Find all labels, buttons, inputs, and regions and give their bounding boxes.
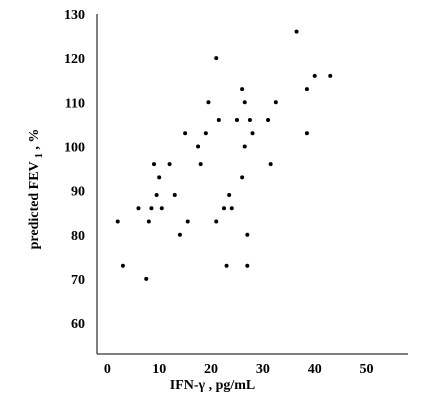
x-tick-label: 20 — [204, 362, 218, 377]
data-point — [115, 219, 120, 224]
data-point — [312, 73, 317, 78]
data-point — [234, 117, 239, 122]
data-point — [221, 206, 226, 211]
data-point — [245, 263, 250, 268]
data-point — [144, 276, 149, 281]
data-point — [183, 131, 188, 136]
y-tick-labels: 60 70 80 90 100 110 120 130 — [64, 8, 85, 332]
data-point — [136, 206, 141, 211]
data-point — [268, 162, 273, 167]
data-point — [146, 219, 151, 224]
y-tick-label: 110 — [65, 96, 85, 111]
data-point — [240, 175, 245, 180]
data-points — [115, 29, 333, 281]
data-point — [242, 144, 247, 149]
data-point — [229, 206, 234, 211]
data-point — [227, 193, 232, 198]
x-tick-label: 40 — [308, 362, 322, 377]
data-point — [304, 87, 309, 92]
data-point — [185, 219, 190, 224]
x-axis-label: IFN-γ , pg/mL — [170, 378, 256, 393]
y-tick-label: 60 — [71, 317, 85, 332]
y-axis-label: predicted FEV 1 , % — [27, 129, 46, 250]
data-point — [214, 219, 219, 224]
y-tick-label: 90 — [71, 185, 85, 200]
data-point — [242, 100, 247, 105]
data-point — [196, 144, 201, 149]
data-point — [152, 162, 157, 167]
data-point — [266, 117, 271, 122]
x-tick-label: 10 — [152, 362, 166, 377]
data-point — [159, 206, 164, 211]
x-tick-label: 50 — [360, 362, 374, 377]
y-tick-label: 120 — [64, 52, 85, 67]
data-point — [154, 193, 159, 198]
data-point — [206, 100, 211, 105]
data-point — [240, 87, 245, 92]
data-point — [157, 175, 162, 180]
data-point — [149, 206, 154, 211]
x-tick-labels: 0 10 20 30 40 50 — [104, 362, 374, 377]
data-point — [224, 263, 229, 268]
y-tick-label: 80 — [71, 229, 85, 244]
data-point — [198, 162, 203, 167]
data-point — [216, 117, 221, 122]
y-tick-label: 70 — [71, 273, 85, 288]
data-point — [245, 232, 250, 237]
y-tick-label: 100 — [64, 140, 85, 155]
data-point — [304, 131, 309, 136]
data-point — [120, 263, 125, 268]
data-point — [294, 29, 299, 34]
y-tick-label: 130 — [64, 8, 85, 23]
data-point — [203, 131, 208, 136]
data-point — [177, 232, 182, 237]
y-axis-label-unit: , % — [27, 129, 42, 150]
y-axis-label-subscript: 1 — [34, 153, 45, 158]
x-tick-label: 30 — [256, 362, 270, 377]
data-point — [214, 56, 219, 61]
x-tick-label: 0 — [104, 362, 111, 377]
data-point — [328, 73, 333, 78]
y-axis-label-main: predicted FEV — [27, 161, 42, 249]
data-point — [273, 100, 278, 105]
data-point — [250, 131, 255, 136]
data-point — [247, 117, 252, 122]
data-point — [167, 162, 172, 167]
axes — [96, 14, 408, 355]
data-point — [172, 193, 177, 198]
